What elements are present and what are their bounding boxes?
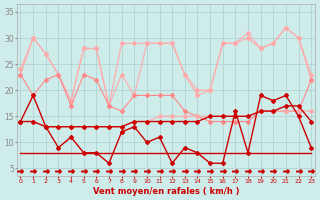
X-axis label: Vent moyen/en rafales ( km/h ): Vent moyen/en rafales ( km/h ) bbox=[92, 187, 239, 196]
